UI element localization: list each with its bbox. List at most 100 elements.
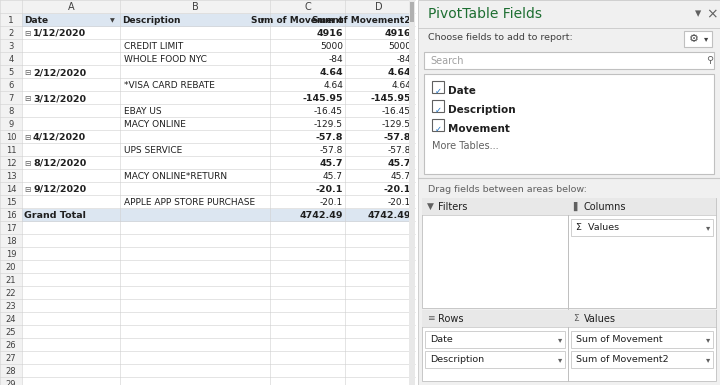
Text: -20.1: -20.1 <box>315 185 343 194</box>
Text: ▾: ▾ <box>706 223 710 232</box>
Bar <box>424 74 714 174</box>
Text: 12: 12 <box>6 159 17 168</box>
Text: -129.5: -129.5 <box>314 120 343 129</box>
Text: Movement: Movement <box>448 124 510 134</box>
Text: 2/12/2020: 2/12/2020 <box>33 68 86 77</box>
Bar <box>0 131 22 144</box>
Text: ⊟: ⊟ <box>24 133 30 142</box>
Bar <box>0 222 22 235</box>
Bar <box>0 14 22 27</box>
Bar <box>0 261 22 274</box>
Text: D: D <box>375 2 383 12</box>
Bar <box>422 310 568 327</box>
Text: ×: × <box>706 7 718 21</box>
Text: Σ: Σ <box>573 314 579 323</box>
Text: 5000: 5000 <box>320 42 343 51</box>
Text: ▾: ▾ <box>695 7 701 20</box>
Text: Choose fields to add to report:: Choose fields to add to report: <box>428 33 572 42</box>
Text: -145.95: -145.95 <box>302 94 343 103</box>
Text: -129.5: -129.5 <box>382 120 411 129</box>
Bar <box>0 0 415 385</box>
Text: UPS SERVICE: UPS SERVICE <box>124 146 182 155</box>
Bar <box>422 198 568 215</box>
Text: Date: Date <box>24 16 48 25</box>
Text: -16.45: -16.45 <box>314 107 343 116</box>
Bar <box>571 331 713 348</box>
Bar <box>432 119 444 131</box>
Text: ▾: ▾ <box>706 335 710 344</box>
Bar <box>0 235 22 248</box>
Text: A: A <box>68 2 74 12</box>
Text: ▼: ▼ <box>109 18 114 23</box>
Bar <box>0 378 22 385</box>
Text: 4/12/2020: 4/12/2020 <box>33 133 86 142</box>
Text: MACY ONLINE*RETURN: MACY ONLINE*RETURN <box>124 172 227 181</box>
Bar <box>0 105 22 118</box>
Text: 2: 2 <box>9 29 14 38</box>
Text: 45.7: 45.7 <box>391 172 411 181</box>
Bar <box>0 157 22 170</box>
Text: 4742.49: 4742.49 <box>300 211 343 220</box>
Text: 10: 10 <box>6 133 17 142</box>
Text: Values: Values <box>584 313 616 323</box>
Bar <box>568 310 716 327</box>
Bar <box>0 274 22 287</box>
Bar <box>0 300 22 313</box>
Text: ✓: ✓ <box>434 105 441 114</box>
Text: Sum of Movement2: Sum of Movement2 <box>312 16 411 25</box>
Text: ▾: ▾ <box>558 335 562 344</box>
Bar <box>345 14 413 27</box>
Text: 18: 18 <box>6 237 17 246</box>
Text: 24: 24 <box>6 315 17 324</box>
Text: More Tables...: More Tables... <box>432 141 499 151</box>
Text: 4: 4 <box>9 55 14 64</box>
Text: Sum of Movement2: Sum of Movement2 <box>576 355 669 364</box>
Text: Description: Description <box>430 355 484 364</box>
Text: 13: 13 <box>6 172 17 181</box>
Text: ⊟: ⊟ <box>24 159 30 168</box>
Text: 28: 28 <box>6 367 17 376</box>
Text: 4916: 4916 <box>384 29 411 38</box>
Bar <box>0 66 22 79</box>
Text: ≡: ≡ <box>427 314 434 323</box>
Text: ⊟: ⊟ <box>24 29 30 38</box>
Text: ▼: ▼ <box>260 18 264 23</box>
Text: Date: Date <box>430 335 453 344</box>
Bar <box>418 0 720 385</box>
Text: -16.45: -16.45 <box>382 107 411 116</box>
Text: Sum of Movement: Sum of Movement <box>576 335 662 344</box>
Text: -57.8: -57.8 <box>387 146 411 155</box>
Bar <box>0 248 22 261</box>
Text: 45.7: 45.7 <box>320 159 343 168</box>
Bar <box>0 144 22 157</box>
Text: C: C <box>304 2 311 12</box>
Bar <box>0 170 22 183</box>
Text: ▌: ▌ <box>573 202 580 211</box>
Bar <box>22 14 120 27</box>
Text: Filters: Filters <box>438 201 467 211</box>
Text: 17: 17 <box>6 224 17 233</box>
Text: Description: Description <box>122 16 181 25</box>
Text: 1: 1 <box>8 16 14 25</box>
Text: -20.1: -20.1 <box>384 185 411 194</box>
Text: 8/12/2020: 8/12/2020 <box>33 159 86 168</box>
Bar <box>0 209 22 222</box>
Bar <box>0 352 22 365</box>
Text: 3/12/2020: 3/12/2020 <box>33 94 86 103</box>
Text: -20.1: -20.1 <box>388 198 411 207</box>
Text: EBAY US: EBAY US <box>124 107 161 116</box>
Bar <box>270 14 345 27</box>
Text: -84: -84 <box>328 55 343 64</box>
Text: 16: 16 <box>6 211 17 220</box>
Bar <box>0 92 22 105</box>
Text: ✓: ✓ <box>434 124 441 134</box>
Bar <box>424 52 714 69</box>
Bar <box>425 331 565 348</box>
Bar <box>422 198 568 308</box>
Text: 21: 21 <box>6 276 17 285</box>
Text: 19: 19 <box>6 250 17 259</box>
Text: ✓: ✓ <box>434 87 441 95</box>
Text: 6: 6 <box>9 81 14 90</box>
Bar <box>422 310 568 381</box>
Bar <box>22 209 413 222</box>
